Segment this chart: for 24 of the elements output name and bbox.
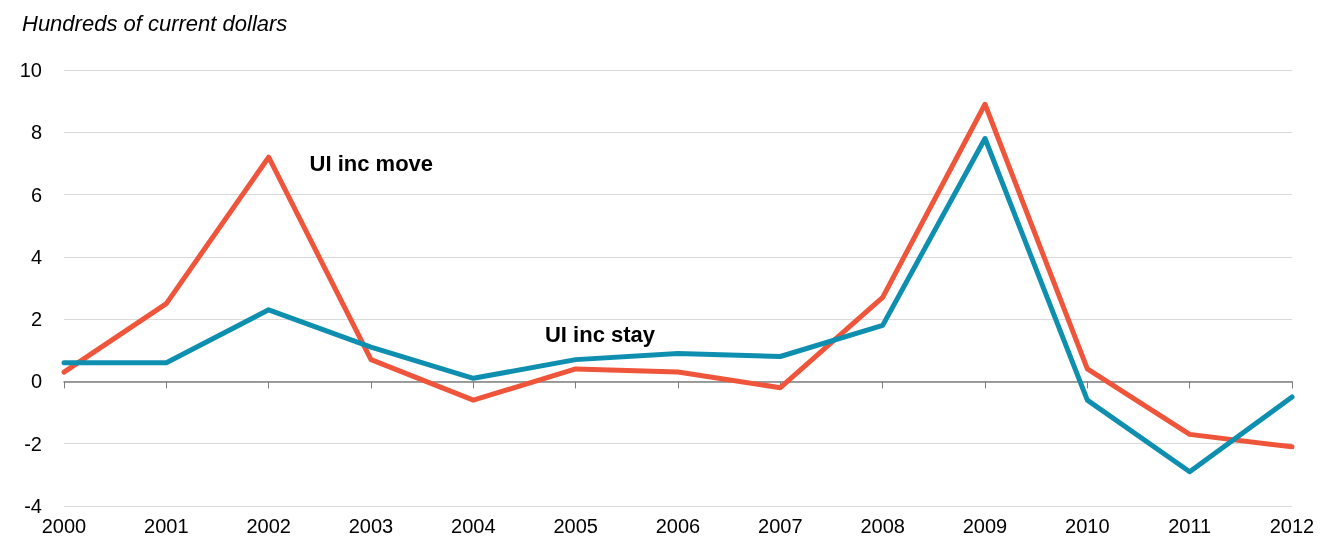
series-label: UI inc move [309,150,434,176]
x-tick-label: 2000 [41,515,87,536]
x-tick-label: 2011 [1168,515,1212,536]
x-tick-label: 2003 [348,515,394,536]
y-tick-label: 2 [30,308,42,331]
x-tick-label: 2007 [758,515,803,536]
x-tick-label: 2010 [1065,515,1110,536]
x-tick-label: 2001 [144,515,189,536]
x-tick-label: 2006 [655,515,701,536]
x-tick-label: 2002 [246,515,291,536]
series-label: UI inc stay [544,322,656,348]
y-tick-label: 6 [30,183,42,206]
y-tick-label: -2 [24,432,42,455]
y-tick-label: 8 [30,121,42,144]
y-tick-label: -4 [24,495,42,517]
y-tick-label: 0 [30,370,42,393]
y-axis-title: Hundreds of current dollars [22,10,288,36]
y-tick-label: 4 [30,245,42,268]
x-tick-label: 2008 [860,515,905,536]
x-tick-label: 2012 [1269,515,1315,536]
x-tick-label: 2009 [962,515,1008,536]
x-tick-label: 2005 [553,515,598,536]
x-tick-label: 2004 [451,515,496,536]
y-tick-label: 10 [19,59,42,81]
